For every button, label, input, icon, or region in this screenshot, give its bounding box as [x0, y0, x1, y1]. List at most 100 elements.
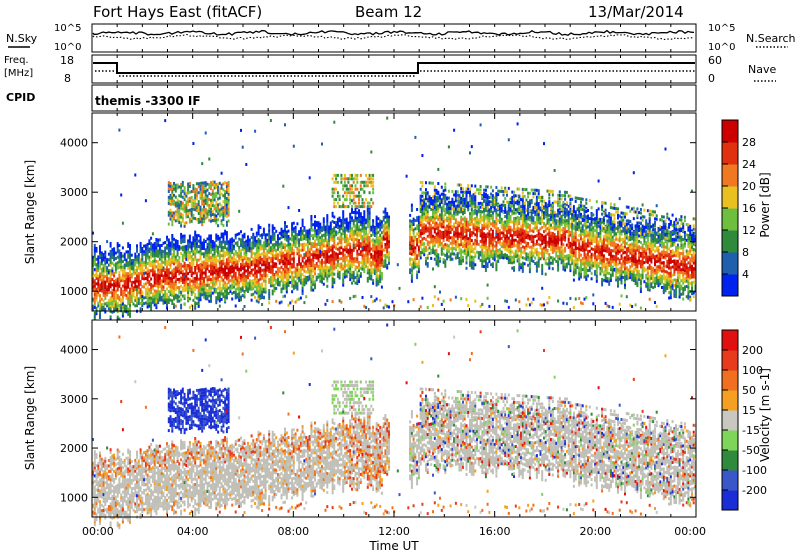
scatter-cell	[224, 287, 226, 290]
scatter-cell	[265, 282, 267, 285]
scatter-cell	[215, 244, 217, 247]
scatter-cell	[104, 292, 106, 295]
nave-label: Nave	[748, 63, 776, 76]
scatter-cell	[117, 248, 119, 251]
scatter-cell	[279, 237, 281, 240]
scatter-cell	[205, 270, 207, 273]
scatter-cell	[127, 299, 129, 302]
scatter-cell	[120, 293, 122, 296]
scatter-cell	[127, 250, 129, 253]
scatter-cell	[279, 245, 281, 248]
scatter-cell	[173, 260, 175, 263]
scatter-cell	[198, 182, 200, 185]
scatter-cell	[266, 242, 268, 245]
scatter-cell	[212, 275, 214, 278]
scatter-cell	[99, 294, 101, 297]
scatter-cell	[120, 268, 122, 271]
scatter-cell	[228, 181, 230, 184]
scatter-cell	[205, 265, 207, 268]
scatter-cell	[175, 280, 177, 283]
scatter-cell	[133, 286, 135, 289]
scatter-cell	[249, 239, 251, 242]
scatter-cell	[136, 258, 138, 261]
scatter-cell	[272, 233, 274, 236]
scatter-cell	[166, 277, 168, 280]
scatter-cell	[187, 212, 189, 215]
scatter-cell	[143, 250, 145, 253]
scatter-cell	[252, 279, 254, 282]
scatter-cell	[147, 292, 149, 295]
scatter-cell	[175, 245, 177, 248]
scatter-cell	[147, 278, 149, 281]
scatter-cell	[189, 256, 191, 259]
scatter-cell	[113, 294, 115, 297]
scatter-cell	[148, 264, 150, 267]
scatter-cell	[96, 296, 98, 299]
scatter-cell	[201, 263, 203, 266]
scatter-cell	[205, 187, 207, 190]
scatter-cell	[99, 286, 101, 289]
scatter-cell	[201, 277, 203, 280]
scatter-cell	[170, 209, 172, 212]
scatter-cell	[266, 252, 268, 255]
scatter-cell	[196, 240, 198, 243]
scatter-cell	[185, 204, 187, 207]
scatter-cell	[221, 263, 223, 266]
scatter-cell	[110, 315, 112, 318]
scatter-cell	[228, 187, 230, 190]
scatter-cell	[170, 242, 172, 245]
scatter-cell	[184, 262, 186, 265]
scatter-cell	[110, 250, 112, 253]
scatter-cell	[228, 268, 230, 271]
scatter-cell	[182, 246, 184, 249]
scatter-cell	[212, 284, 214, 287]
scatter-cell	[235, 283, 237, 286]
scatter-cell	[145, 288, 147, 291]
scatter-cell	[270, 241, 272, 244]
scatter-cell	[166, 247, 168, 250]
scatter-cell	[192, 280, 194, 283]
scatter-cell	[201, 162, 203, 165]
scatter-cell	[258, 271, 260, 274]
scatter-cell	[184, 198, 186, 201]
scatter-cell	[184, 222, 186, 225]
scatter-cell	[147, 254, 149, 257]
scatter-cell	[96, 247, 98, 250]
scatter-cell	[133, 292, 135, 295]
scatter-cell	[140, 242, 142, 245]
scatter-cell	[196, 267, 198, 270]
scatter-cell	[115, 262, 117, 265]
scatter-cell	[215, 255, 217, 258]
scatter-cell	[203, 280, 205, 283]
scatter-cell	[150, 288, 152, 291]
scatter-cell	[141, 295, 143, 298]
scatter-cell	[258, 238, 260, 241]
scatter-cell	[268, 226, 270, 229]
scatter-cell	[124, 277, 126, 280]
scatter-cell	[219, 264, 221, 267]
scatter-cell	[129, 249, 131, 252]
scatter-cell	[261, 252, 263, 255]
scatter-cell	[182, 208, 184, 211]
scatter-cell	[266, 269, 268, 272]
scatter-cell	[258, 281, 260, 284]
scatter-cell	[207, 297, 209, 300]
scatter-cell	[124, 307, 126, 310]
scatter-cell	[281, 290, 283, 293]
scatter-cell	[265, 247, 267, 250]
scatter-cell	[265, 269, 267, 272]
scatter-cell	[249, 260, 251, 263]
scatter-cell	[127, 291, 129, 294]
scatter-cell	[118, 244, 120, 247]
scatter-cell	[224, 246, 226, 249]
scatter-cell	[221, 213, 223, 216]
scatter-cell	[247, 290, 249, 293]
scatter-cell	[235, 280, 237, 283]
scatter-cell	[219, 245, 221, 248]
scatter-cell	[240, 230, 242, 233]
scatter-cell	[136, 296, 138, 299]
scatter-cell	[170, 261, 172, 264]
scatter-cell	[145, 253, 147, 256]
scatter-cell	[155, 241, 157, 244]
scatter-cell	[233, 266, 235, 269]
